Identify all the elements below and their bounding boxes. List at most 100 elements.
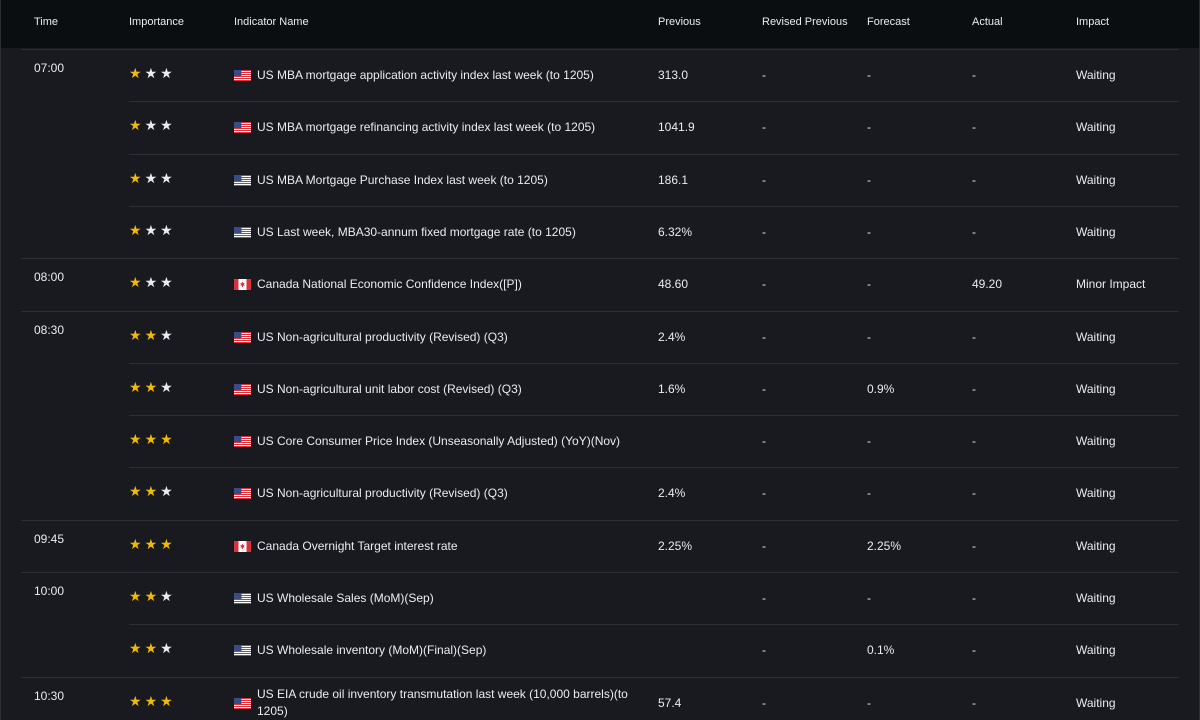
actual-value: - <box>972 68 976 82</box>
table-row[interactable]: ★ ★ ★ US Wholesale Sales (MoM)(Sep) - - - Waiti… <box>1 572 1199 624</box>
indicator-name: US MBA mortgage refinancing activity ind… <box>257 119 596 134</box>
revised-previous-value: - <box>762 382 766 396</box>
revised-previous-value: - <box>762 696 766 710</box>
header-importance[interactable]: Importance <box>129 16 185 28</box>
row-divider <box>129 363 1179 364</box>
forecast-value: 0.9% <box>867 382 895 396</box>
table-row[interactable]: ★ ★ ★ US MBA mortgage application activity … <box>1 49 1199 101</box>
importance-stars: ★ ★ ★ <box>129 590 173 604</box>
previous-value: 48.60 <box>658 277 689 291</box>
indicator-name: US Wholesale inventory (MoM)(Final)(Sep) <box>257 642 487 657</box>
header-previous[interactable]: Previous <box>658 16 701 28</box>
actual-value: - <box>972 591 976 605</box>
star-icon: ★ <box>160 537 173 553</box>
row-divider <box>129 154 1179 155</box>
header-revised-previous[interactable]: Revised Previous <box>762 16 848 28</box>
table-row[interactable]: ★ ★ ★ US Core Consumer Price Index (Unseaso… <box>1 415 1199 467</box>
table-row[interactable]: ★ ★ ★ US Last week, MBA30-annum fixed mortg… <box>1 206 1199 258</box>
us-flag-icon <box>234 121 251 133</box>
table-row[interactable]: ★ ★ ★ US Non-agricultural productivity (Rev… <box>1 311 1199 363</box>
forecast-value: - <box>867 68 871 82</box>
impact-status: Minor Impact <box>1076 277 1146 291</box>
star-icon: ★ <box>129 432 142 448</box>
revised-previous-value: - <box>762 330 766 344</box>
star-icon: ★ <box>129 484 142 500</box>
previous-value: 1041.9 <box>658 120 695 134</box>
impact-status: Waiting <box>1076 434 1116 448</box>
us-flag-icon <box>234 435 251 447</box>
group-divider <box>21 572 1179 573</box>
table-row[interactable]: ★ ★ ★ US MBA Mortgage Purchase Index last w… <box>1 154 1199 206</box>
time-label: 10:30 <box>34 689 65 703</box>
star-icon: ★ <box>160 380 173 396</box>
table-row[interactable]: ★ ★ ★ US Non-agricultural productivity (Rev… <box>1 467 1199 519</box>
actual-value: - <box>972 434 976 448</box>
previous-value: 313.0 <box>658 68 689 82</box>
header-impact[interactable]: Impact <box>1076 16 1110 28</box>
impact-status: Waiting <box>1076 382 1116 396</box>
forecast-value: - <box>867 330 871 344</box>
table-row[interactable]: ★ ★ ★ Canada Overnight Target interest rate… <box>1 520 1199 572</box>
header-time[interactable]: Time <box>34 16 59 28</box>
time-label: 10:00 <box>34 584 65 598</box>
star-icon: ★ <box>129 118 142 134</box>
actual-value: - <box>972 382 976 396</box>
indicator-name: US MBA mortgage application activity ind… <box>257 67 594 82</box>
table-row[interactable]: ★ ★ ★ Canada National Economic Confidence I… <box>1 258 1199 310</box>
previous-value: 6.32% <box>658 225 693 239</box>
forecast-value: - <box>867 591 871 605</box>
impact-status: Waiting <box>1076 173 1116 187</box>
table-row[interactable]: ★ ★ ★ US EIA crude oil inventory transmutat… <box>1 677 1199 720</box>
actual-value: - <box>972 173 976 187</box>
revised-previous-value: - <box>762 68 766 82</box>
star-icon: ★ <box>144 589 158 605</box>
star-icon: ★ <box>144 328 158 344</box>
us-flag-icon <box>234 644 251 656</box>
actual-value: - <box>972 539 976 553</box>
group-divider <box>21 49 1179 50</box>
star-icon: ★ <box>144 118 158 134</box>
revised-previous-value: - <box>762 277 766 291</box>
star-icon: ★ <box>160 275 173 291</box>
table-row[interactable]: ★ ★ ★ US Non-agricultural unit labor cost (… <box>1 363 1199 415</box>
us-flag-icon <box>234 226 251 238</box>
header-indicator-name[interactable]: Indicator Name <box>234 16 309 28</box>
ca-flag-icon <box>234 540 251 552</box>
star-icon: ★ <box>144 484 158 500</box>
star-icon: ★ <box>160 589 173 605</box>
forecast-value: - <box>867 486 871 500</box>
star-icon: ★ <box>144 171 158 187</box>
impact-status: Waiting <box>1076 591 1116 605</box>
time-label: 08:00 <box>34 270 65 284</box>
star-icon: ★ <box>129 641 142 657</box>
star-icon: ★ <box>129 275 142 291</box>
star-icon: ★ <box>144 223 158 239</box>
forecast-value: - <box>867 434 871 448</box>
star-icon: ★ <box>160 328 173 344</box>
actual-value: 49.20 <box>972 277 1003 291</box>
indicator-name: US MBA Mortgage Purchase Index last week… <box>257 172 548 187</box>
row-divider <box>129 415 1179 416</box>
revised-previous-value: - <box>762 591 766 605</box>
star-icon: ★ <box>160 694 173 710</box>
table-row[interactable]: ★ ★ ★ US Wholesale inventory (MoM)(Final)(S… <box>1 624 1199 676</box>
indicator-name: Canada National Economic Confidence Inde… <box>257 276 522 291</box>
star-icon: ★ <box>144 694 158 710</box>
importance-stars: ★ ★ ★ <box>129 224 173 238</box>
importance-stars: ★ ★ ★ <box>129 329 173 343</box>
star-icon: ★ <box>160 223 173 239</box>
star-icon: ★ <box>160 484 173 500</box>
impact-status: Waiting <box>1076 120 1116 134</box>
row-divider <box>129 206 1179 207</box>
star-icon: ★ <box>144 537 158 553</box>
actual-value: - <box>972 696 976 710</box>
star-icon: ★ <box>144 275 158 291</box>
forecast-value: 2.25% <box>867 539 902 553</box>
table-row[interactable]: ★ ★ ★ US MBA mortgage refinancing activity … <box>1 101 1199 153</box>
us-flag-icon <box>234 697 251 709</box>
revised-previous-value: - <box>762 173 766 187</box>
header-actual[interactable]: Actual <box>972 16 1003 28</box>
impact-status: Waiting <box>1076 696 1116 710</box>
header-forecast[interactable]: Forecast <box>867 16 910 28</box>
star-icon: ★ <box>160 171 173 187</box>
